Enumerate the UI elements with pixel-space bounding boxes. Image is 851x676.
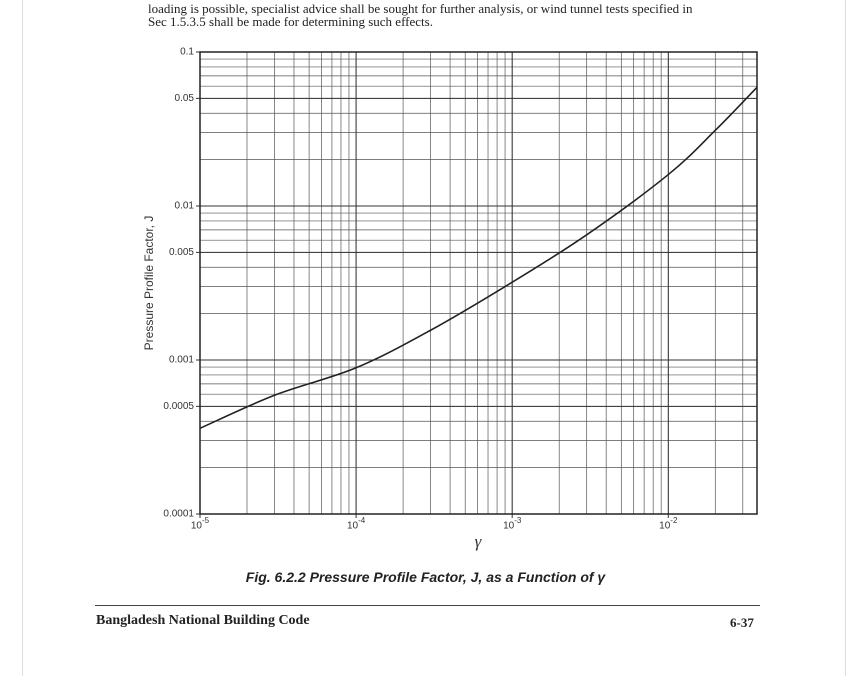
y-tick-label: 0.1 — [180, 47, 194, 58]
x-tick-label: 10-3 — [503, 516, 522, 532]
page-edge — [845, 0, 846, 676]
footer-title: Bangladesh National Building Code — [96, 613, 310, 628]
text-line: loading is possible, specialist advice s… — [148, 1, 693, 16]
chart: Pressure Profile Factor, J γ 0.0001 0.000… — [142, 47, 758, 551]
y-tick-label: 0.005 — [169, 247, 194, 258]
y-tick-label: 0.05 — [175, 93, 195, 104]
y-tick-label: 0.01 — [175, 201, 195, 212]
y-axis-label: Pressure Profile Factor, J — [142, 216, 156, 351]
footer-rule — [95, 605, 760, 606]
x-axis-label: γ — [475, 532, 483, 551]
plot-frame — [199, 51, 758, 515]
text-line: Sec 1.5.3.5 shall be made for determinin… — [148, 14, 433, 29]
paragraph: loading is possible, specialist advice s… — [148, 0, 788, 28]
y-tick-label: 0.0005 — [163, 401, 194, 412]
x-tick-label: 10-4 — [347, 516, 366, 532]
curve — [199, 86, 758, 430]
y-tick-label: 0.0001 — [163, 509, 194, 520]
x-tick-label: 10-2 — [659, 516, 678, 532]
page-edge — [22, 0, 23, 676]
y-tick-label: 0.001 — [169, 355, 194, 366]
figure-caption: Fig. 6.2.2 Pressure Profile Factor, J, a… — [245, 569, 606, 585]
page-number: 6-37 — [730, 615, 754, 630]
